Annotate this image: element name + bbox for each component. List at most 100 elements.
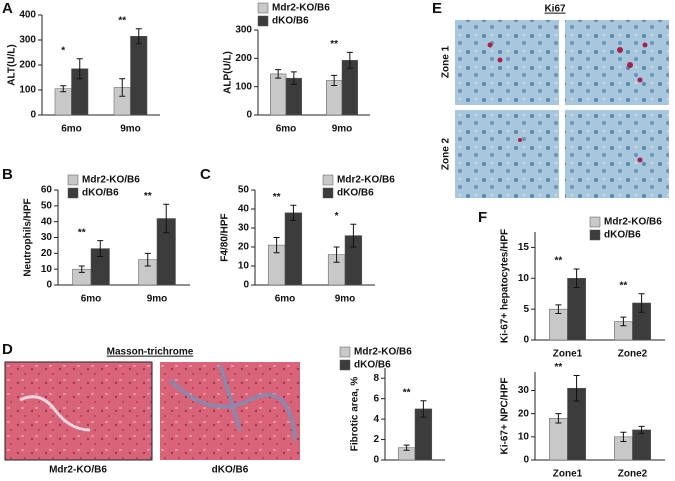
y-axis-label: F4/80/HPF	[220, 213, 231, 261]
error-bar	[97, 240, 104, 257]
y-tick-label: 0	[46, 280, 52, 291]
legend-swatch	[589, 216, 601, 228]
error-bar	[135, 28, 142, 45]
legend-swatch	[322, 187, 334, 199]
y-tick-label: 0	[30, 110, 36, 121]
y-tick-label: 8	[373, 373, 379, 384]
x-tick-label: 6mo	[276, 124, 297, 135]
y-tick-label: 100	[19, 85, 36, 96]
y-tick-label: 30	[41, 232, 53, 243]
zone-label: Zone 1	[441, 45, 452, 78]
y-tick-label: 10	[41, 264, 53, 275]
legend-swatch	[589, 229, 601, 241]
legend-label: Mdr2-KO/B6	[82, 175, 140, 186]
legend-label: Mdr2-KO/B6	[604, 217, 662, 228]
significance: **	[273, 192, 281, 203]
y-tick-label: 200	[235, 53, 252, 64]
y-tick-label: 30	[238, 223, 250, 234]
y-tick-label: 15	[518, 242, 530, 253]
x-tick-label: Zone1	[553, 349, 583, 360]
y-tick-label: 400	[19, 10, 36, 21]
legend-label: Mdr2-KO/B6	[354, 347, 412, 358]
y-tick-label: 10	[518, 431, 530, 442]
y-tick-label: 0	[523, 335, 529, 346]
y-tick-label: 5	[523, 304, 529, 315]
legend-label: dKO/B6	[272, 16, 309, 27]
y-tick-label: 300	[19, 35, 36, 46]
y-tick-label: 0	[523, 455, 529, 466]
micrograph	[565, 20, 669, 105]
y-tick-label: 300	[235, 25, 252, 36]
image-caption: dKO/B6	[212, 465, 249, 476]
legend-label: dKO/B6	[82, 188, 119, 199]
y-axis-label: Ki-67+ hepatocytes/HPF	[500, 229, 511, 343]
y-axis-label: Fibrotic area, %	[350, 377, 361, 452]
x-tick-label: 9mo	[332, 124, 353, 135]
significance: **	[620, 280, 628, 291]
bar	[54, 88, 72, 116]
error-bar	[638, 425, 645, 434]
y-tick-label: 20	[518, 408, 530, 419]
micrograph	[455, 110, 559, 198]
y-tick-label: 0	[373, 455, 379, 466]
error-bar	[119, 78, 126, 97]
bar	[270, 73, 287, 116]
error-bar	[620, 431, 627, 442]
x-tick-label: 9mo	[120, 124, 141, 135]
masson-title: Masson-trichrome	[107, 347, 194, 358]
bar	[284, 212, 303, 286]
significance: **	[555, 256, 563, 267]
x-tick-label: 6mo	[275, 294, 296, 305]
error-bar	[573, 268, 580, 289]
y-tick-label: 10	[238, 261, 250, 272]
error-bar	[290, 71, 297, 85]
y-tick-label: 40	[238, 204, 250, 215]
significance: **	[118, 15, 126, 26]
significance: **	[403, 387, 411, 398]
error-bar	[555, 413, 562, 424]
x-tick-label: 6mo	[81, 294, 102, 305]
error-bar	[163, 203, 170, 234]
y-tick-label: 0	[246, 110, 252, 121]
x-tick-label: 9mo	[147, 294, 168, 305]
legend-swatch	[257, 15, 269, 27]
error-bar	[273, 237, 280, 254]
error-bar	[290, 204, 297, 221]
panel-label: E	[432, 0, 442, 17]
legend-swatch	[339, 346, 351, 358]
y-axis-label: Neutrophils/HPF	[23, 198, 34, 276]
y-tick-label: 100	[235, 81, 252, 92]
x-tick-label: Zone2	[618, 469, 648, 480]
significance: **	[144, 191, 152, 202]
micrograph	[565, 110, 669, 198]
micrograph	[455, 20, 559, 105]
significance: **	[330, 39, 338, 50]
legend-swatch	[67, 187, 79, 199]
x-tick-label: 6mo	[61, 124, 82, 135]
y-tick-label: 200	[19, 60, 36, 71]
error-bar	[620, 316, 627, 327]
y-axis-label: Ki-67+ NPC/HPF	[500, 378, 511, 455]
legend-label: dKO/B6	[354, 360, 391, 371]
y-tick-label: 6	[373, 393, 379, 404]
y-tick-label: 4	[373, 414, 379, 425]
panel-label: A	[2, 0, 13, 17]
error-bar	[346, 51, 353, 69]
legend-swatch	[67, 174, 79, 186]
y-tick-label: 60	[41, 185, 53, 196]
vessel	[19, 395, 91, 432]
error-bar	[144, 252, 151, 267]
y-tick-label: 20	[41, 248, 53, 259]
bar	[549, 418, 568, 461]
panel-label: F	[478, 209, 487, 226]
panel-label: B	[2, 166, 13, 183]
image-caption: Mdr2-KO/B6	[49, 465, 107, 476]
error-bar	[76, 58, 83, 80]
error-bar	[403, 444, 410, 451]
legend-label: dKO/B6	[337, 188, 374, 199]
error-bar	[573, 374, 580, 402]
fibrosis	[168, 364, 297, 441]
legend-label: dKO/B6	[604, 230, 641, 241]
y-tick-label: 10	[518, 273, 530, 284]
ki67-nuclei	[487, 42, 648, 163]
